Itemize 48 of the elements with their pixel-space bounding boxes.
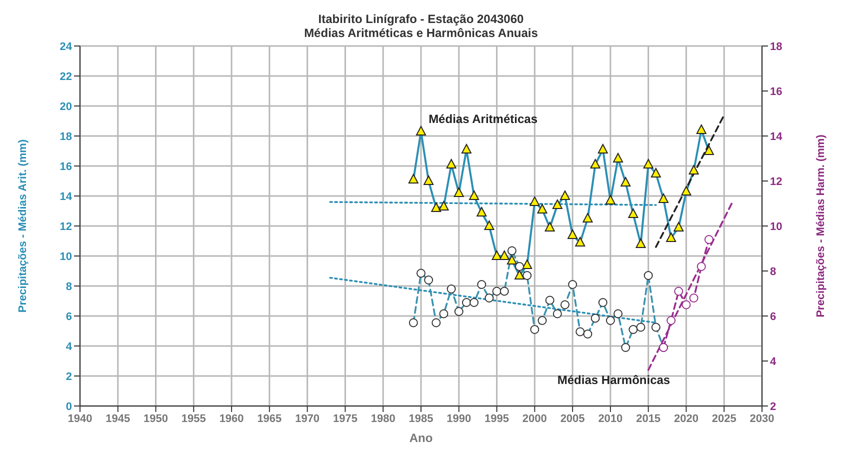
x-tick-label: 2000 [522,412,547,425]
x-tick-label: 1985 [408,412,434,425]
y2-tick-label: 16 [770,86,782,98]
x-tick-label: 1970 [295,412,320,425]
y-axis-title: Precipitações - Médias Arit. (mm) [16,139,29,313]
x-tick-label: 1990 [446,412,472,425]
x-tick-label: 2010 [598,412,623,425]
y2-tick-label: 8 [770,266,776,278]
y2-tick-label: 10 [770,220,782,233]
y2-tick-label: 18 [770,40,782,53]
x-tick-label: 1950 [144,412,168,425]
y-tick-label: 24 [60,40,73,53]
y-tick-label: 0 [66,400,72,413]
x-tick-label: 1940 [68,412,92,425]
y-tick-label: 12 [60,220,72,233]
x-tick-label: 1945 [106,412,130,425]
y-tick-label: 18 [60,130,72,143]
y-tick-label: 10 [60,250,72,263]
x-tick-label: 2020 [674,412,698,425]
y-tick-label: 8 [66,280,72,293]
y-tick-label: 20 [60,100,72,113]
y-tick-label: 14 [60,190,73,203]
x-tick-label: 2025 [712,412,736,425]
y2-tick-label: 2 [770,400,776,413]
x-tick-label: 1995 [484,412,510,425]
x-tick-label: 2015 [636,412,661,425]
y-tick-label: 22 [60,70,72,83]
x-axis-title: Ano [409,431,433,445]
chart-subtitle: Médias Aritméticas e Harmônicas Anuais [303,26,539,40]
y-tick-label: 4 [66,340,73,353]
x-tick-label: 2005 [560,412,585,425]
x-tick-label: 1965 [257,412,282,425]
y-tick-label: 2 [66,370,72,383]
chart-title: Itabirito Linígrafo - Estação 2043060 [317,11,525,26]
y2-tick-label: 12 [770,176,782,188]
y2-tick-label: 4 [770,356,777,368]
x-tick-label: 1975 [332,412,358,425]
x-tick-label: 1955 [181,412,206,425]
y2-tick-label: 14 [770,130,784,143]
x-tick-label: 1960 [219,412,244,425]
y-tick-label: 16 [60,160,72,173]
y2-tick-label: 6 [770,310,776,323]
y2-axis-title: Precipitações - Médias Harm. (mm) [814,134,827,318]
x-tick-label: 2030 [750,412,774,425]
series-label: Médias Aritméticas [428,112,538,126]
series-label: Médias Harmônicas [557,373,670,387]
x-tick-label: 1980 [370,412,396,425]
y-tick-label: 6 [66,310,72,323]
